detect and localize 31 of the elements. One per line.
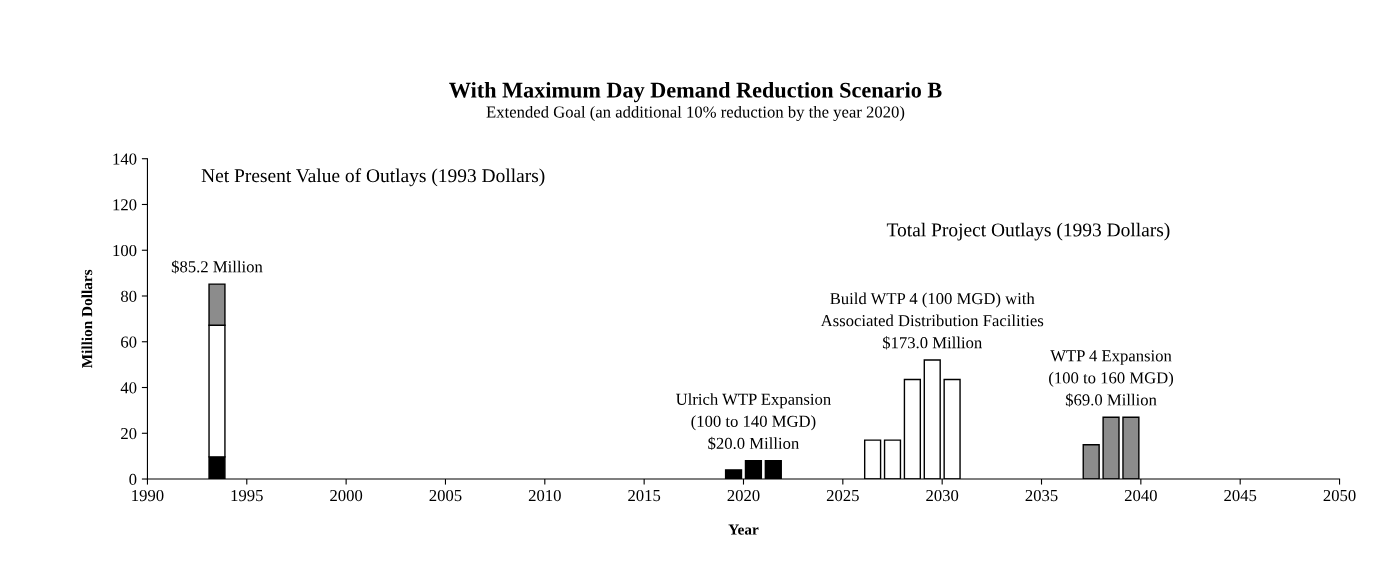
y-tick-label: 20	[121, 427, 137, 440]
y-tick-label: 60	[121, 336, 137, 348]
x-tick-label: 2020	[727, 489, 760, 502]
annotation: Total Project Outlays (1993 Dollars)	[886, 222, 1170, 241]
x-tick-label: 2040	[1124, 489, 1157, 502]
x-tick-label: 2030	[926, 489, 959, 502]
x-axis-title: Year	[728, 524, 759, 535]
y-tick-label: 40	[120, 382, 137, 394]
x-tick-label: 1990	[132, 489, 164, 502]
x-tick-label: 2015	[628, 489, 661, 502]
y-tick-label: 80	[121, 290, 137, 302]
y-tick-label: 120	[113, 199, 137, 211]
x-tick-label: 1995	[231, 489, 263, 502]
annotation: Net Present Value of Outlays (1993 Dollars)	[201, 168, 545, 187]
annotation: $85.2 Million	[171, 260, 263, 274]
x-tick-label: 2005	[429, 489, 462, 502]
y-tick-label: 0	[129, 473, 137, 485]
x-tick-label: 2000	[330, 489, 363, 502]
x-tick-label: 2045	[1224, 489, 1257, 502]
x-tick-label: 2035	[1025, 489, 1058, 502]
chart-title: With Maximum Day Demand Reduction Scenario B	[449, 81, 942, 103]
y-tick-label: 100	[113, 244, 137, 257]
y-tick-label: 140	[113, 153, 137, 165]
x-tick-label: 2050	[1323, 489, 1356, 502]
annotation: Build WTP 4 (100 MGD) with Associated Distribution Facilities $173.0 Million	[820, 292, 1044, 350]
chart-subtitle: Extended Goal (an additional 10% reduction by the year 2020)	[486, 105, 905, 122]
x-tick-label: 2025	[826, 489, 859, 502]
annotation: WTP 4 Expansion (100 to 160 MGD) $69.0 Million	[1049, 350, 1174, 407]
x-tick-label: 2010	[528, 489, 561, 502]
annotation: Ulrich WTP Expansion (100 to 140 MGD) $20.0 Million	[676, 393, 831, 451]
y-axis-title: Million Dollars	[81, 269, 93, 369]
